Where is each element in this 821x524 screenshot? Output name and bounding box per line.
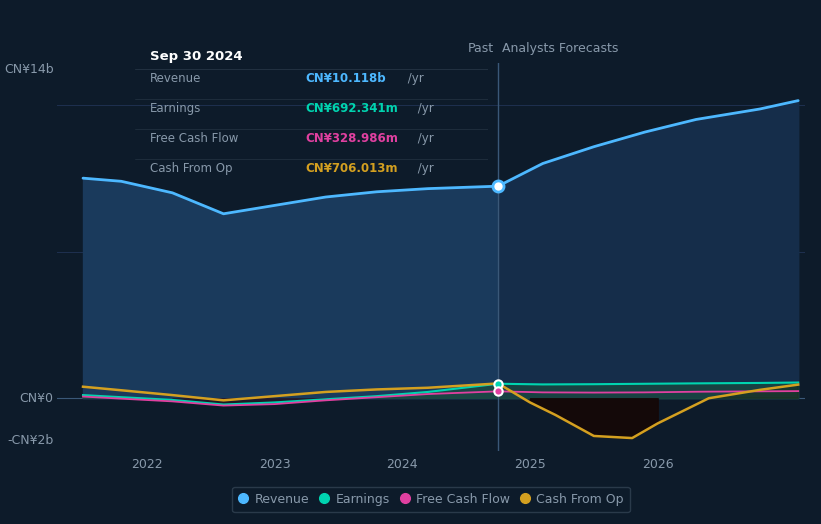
Text: Sep 30 2024: Sep 30 2024 [149,50,242,63]
Text: Past: Past [468,42,494,55]
Text: Earnings: Earnings [149,102,201,115]
Text: Analysts Forecasts: Analysts Forecasts [502,42,618,55]
Text: Revenue: Revenue [149,72,201,85]
Text: /yr: /yr [414,102,433,115]
Legend: Revenue, Earnings, Free Cash Flow, Cash From Op: Revenue, Earnings, Free Cash Flow, Cash … [232,487,630,512]
Text: CN¥706.013m: CN¥706.013m [305,162,397,175]
Text: CN¥10.118b: CN¥10.118b [305,72,386,85]
Text: /yr: /yr [404,72,424,85]
Text: Free Cash Flow: Free Cash Flow [149,132,238,145]
Text: /yr: /yr [414,162,433,175]
Text: CN¥14b: CN¥14b [4,63,53,76]
Text: -CN¥2b: -CN¥2b [7,434,53,446]
Text: CN¥0: CN¥0 [20,392,53,405]
Text: Cash From Op: Cash From Op [149,162,232,175]
Text: CN¥692.341m: CN¥692.341m [305,102,397,115]
Text: /yr: /yr [414,132,433,145]
Text: CN¥328.986m: CN¥328.986m [305,132,398,145]
